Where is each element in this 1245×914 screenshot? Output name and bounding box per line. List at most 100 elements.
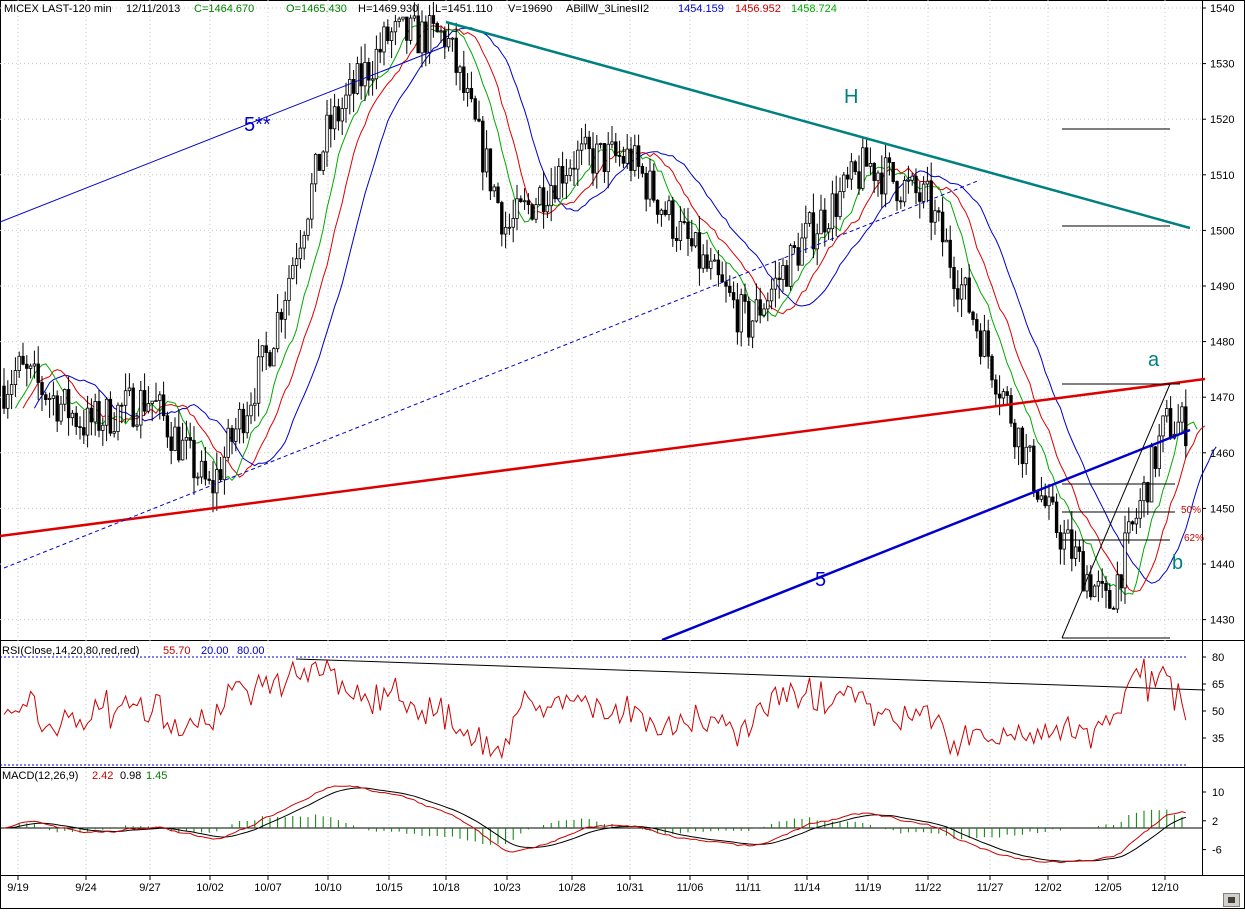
candle-body [971, 311, 975, 320]
candle-body [560, 166, 565, 184]
teal-resistance-line [445, 20, 1191, 230]
candle-body [192, 439, 196, 479]
y-tick-label: 1470 [1210, 392, 1234, 404]
candle-body [359, 63, 363, 87]
candle-body [32, 363, 37, 367]
candle-body [2, 385, 6, 409]
candle-body [93, 401, 97, 423]
candle-body [503, 226, 508, 235]
candle-body [340, 108, 344, 122]
candle-body [44, 394, 48, 400]
y-tick-label: 1480 [1210, 337, 1234, 349]
rsi-tick-label: 50 [1212, 706, 1224, 718]
candle-body [363, 61, 367, 87]
header-indicator: ABillW_3LinesII2 [566, 3, 649, 15]
candle-body [526, 200, 531, 206]
candle-body [150, 400, 154, 404]
candle-body [959, 284, 964, 300]
rsi-trendline [295, 658, 1206, 691]
candle-body [443, 30, 447, 48]
candle-body [864, 147, 869, 167]
candle-body [412, 15, 417, 19]
x-tick-label: 12/10 [1151, 882, 1179, 894]
candle-body [511, 218, 515, 228]
candle-body [948, 239, 952, 268]
y-tick-label: 1540 [1210, 3, 1234, 15]
candle-body [629, 148, 633, 171]
candle-body [1108, 590, 1112, 609]
candle-body [553, 185, 557, 200]
candle-body [97, 401, 101, 431]
candle-body [260, 345, 265, 358]
candle-body [663, 209, 667, 215]
candles [2, 1, 1188, 613]
candle-body [572, 167, 576, 170]
candle-body [853, 161, 857, 173]
candle-body [819, 209, 823, 235]
candle-body [834, 193, 838, 218]
x-tick-label: 9/24 [75, 882, 96, 894]
rsi-lower: 20.00 [201, 645, 229, 657]
candle-body [811, 212, 816, 250]
candle-body [1100, 580, 1104, 584]
candle-body [1104, 583, 1108, 591]
candle-body [435, 23, 439, 32]
chart-header: MICEX LAST-120 min 12/11/2013 C=1464.670… [4, 3, 837, 15]
candle-body [245, 415, 249, 434]
candle-body [902, 180, 907, 203]
candle-body [161, 394, 166, 417]
candle-body [51, 395, 56, 399]
x-tick-label: 10/31 [616, 882, 644, 894]
candle-body [842, 174, 846, 192]
candle-body [332, 106, 337, 130]
header-line1: 1454.159 [678, 3, 724, 15]
wave-5-star-channel-line [0, 45, 447, 223]
candle-body [298, 247, 303, 260]
candle-body [826, 228, 831, 233]
candle-body [728, 285, 732, 293]
candle-body [743, 294, 747, 302]
candle-body [477, 118, 481, 122]
candle-body [747, 300, 751, 338]
candle-body [215, 469, 219, 494]
candle-body [1146, 482, 1150, 503]
candle-body [1138, 500, 1142, 519]
candle-body [234, 428, 238, 442]
candle-body [796, 247, 800, 266]
candle-body [1020, 427, 1025, 465]
candle-body [921, 183, 926, 202]
candle-body [196, 476, 200, 479]
candle-body [1016, 427, 1021, 448]
candle-body [405, 16, 409, 41]
candle-body [655, 199, 660, 215]
candle-body [169, 436, 173, 451]
scroll-right-icon[interactable] [1223, 893, 1240, 907]
candle-body [579, 143, 584, 151]
candle-body [465, 88, 470, 93]
candle-body [1153, 446, 1158, 469]
candle-body [310, 183, 314, 220]
candle-body [519, 198, 523, 202]
candle-body [230, 427, 234, 442]
blue-trendline-5 [661, 428, 1191, 642]
x-tick-label: 11/14 [794, 882, 821, 894]
candle-body [823, 209, 827, 233]
candle-body [773, 277, 778, 290]
candle-body [735, 299, 740, 333]
candle-body [47, 398, 52, 400]
candle-body [625, 148, 629, 164]
y-tick-label: 1460 [1210, 448, 1234, 460]
candle-body [557, 166, 561, 200]
candle-body [602, 143, 607, 173]
candle-body [606, 143, 610, 173]
candle-body [952, 266, 956, 290]
candle-body [66, 389, 71, 419]
candle-body [887, 157, 892, 163]
candle-body [804, 222, 808, 239]
candle-body [891, 161, 895, 182]
candle-body [1066, 529, 1070, 534]
candle-body [1005, 391, 1009, 396]
candle-body [21, 355, 25, 365]
candle-body [439, 30, 443, 33]
candle-body [462, 66, 466, 93]
